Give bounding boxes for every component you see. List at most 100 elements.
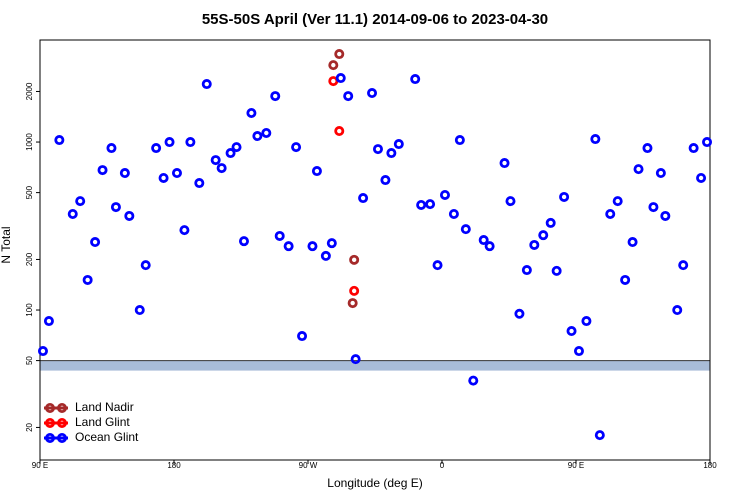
point (90, 237, 101, 248)
point (620, 274, 631, 285)
point (270, 91, 281, 102)
series (37, 73, 713, 441)
legend-label: Ocean Glint (75, 430, 139, 444)
chart-title: 55S-50S April (Ver 11.1) 2014-09-06 to 2… (202, 11, 548, 28)
point (326, 238, 337, 249)
point (75, 196, 86, 207)
point (655, 168, 666, 179)
x-tick-label: 90 E (568, 461, 584, 470)
point (505, 196, 516, 207)
legend-marker (45, 432, 56, 443)
point (231, 142, 242, 153)
point (538, 230, 549, 241)
point (343, 91, 354, 102)
y-tick-label: 500 (25, 185, 34, 199)
legend-marker (57, 417, 68, 428)
legend-label: Land Glint (75, 415, 130, 429)
x-tick-label: 90 W (299, 461, 318, 470)
point (124, 210, 135, 221)
y-tick-label: 1000 (25, 133, 34, 151)
point (605, 208, 616, 219)
point (416, 199, 427, 210)
y-tick-label: 20 (25, 422, 34, 431)
point (210, 155, 221, 166)
series (328, 49, 360, 309)
x-axis-label: Longitude (deg E) (327, 476, 422, 490)
legend-marker (45, 417, 56, 428)
point (246, 107, 257, 118)
point (291, 142, 302, 153)
point (320, 250, 331, 261)
x-tick-label: 180 (703, 461, 717, 470)
point (648, 202, 659, 213)
point (225, 148, 236, 159)
point (559, 191, 570, 202)
point (380, 175, 391, 186)
point (484, 241, 495, 252)
point (581, 316, 592, 327)
point (134, 305, 145, 316)
point (612, 196, 623, 207)
point (478, 235, 489, 246)
point (393, 139, 404, 150)
point (334, 49, 345, 60)
point (551, 265, 562, 276)
point (448, 208, 459, 219)
point (82, 274, 93, 285)
point (499, 158, 510, 169)
point (642, 143, 653, 154)
point (164, 137, 175, 148)
point (158, 172, 169, 183)
point (311, 166, 322, 177)
point (573, 346, 584, 357)
point (521, 265, 532, 276)
point (672, 305, 683, 316)
point (106, 143, 117, 154)
point (140, 260, 151, 271)
point (633, 164, 644, 175)
point (261, 127, 272, 138)
y-tick-label: 2000 (25, 82, 34, 100)
point (110, 202, 121, 213)
point (252, 131, 263, 142)
point (514, 308, 525, 319)
x-tick-label: 180 (167, 461, 181, 470)
y-tick-label: 200 (25, 252, 34, 266)
point (460, 224, 471, 235)
point (274, 230, 285, 241)
point (545, 217, 556, 228)
point (171, 168, 182, 179)
point (627, 237, 638, 248)
y-tick-label: 100 (25, 303, 34, 317)
point (328, 60, 339, 71)
point (702, 137, 713, 148)
point (283, 241, 294, 252)
point (350, 354, 361, 365)
point (678, 260, 689, 271)
point (54, 135, 65, 146)
point (335, 73, 346, 84)
point (67, 208, 78, 219)
point (185, 137, 196, 148)
point (372, 144, 383, 155)
legend-marker (45, 402, 56, 413)
point (349, 254, 360, 265)
point (529, 239, 540, 250)
point (216, 163, 227, 174)
x-tick-label: 0 (440, 461, 445, 470)
y-tick-label: 50 (25, 356, 34, 365)
point (297, 331, 308, 342)
point (334, 126, 345, 137)
point (454, 135, 465, 146)
point (566, 326, 577, 337)
point (119, 168, 130, 179)
legend-label: Land Nadir (75, 400, 134, 414)
point (201, 79, 212, 90)
point (97, 165, 108, 176)
series (328, 76, 360, 296)
point (410, 74, 421, 85)
threshold-band (40, 360, 710, 371)
y-axis-label: N Total (0, 226, 13, 263)
x-tick-label: 90 E (32, 461, 48, 470)
point (590, 134, 601, 145)
